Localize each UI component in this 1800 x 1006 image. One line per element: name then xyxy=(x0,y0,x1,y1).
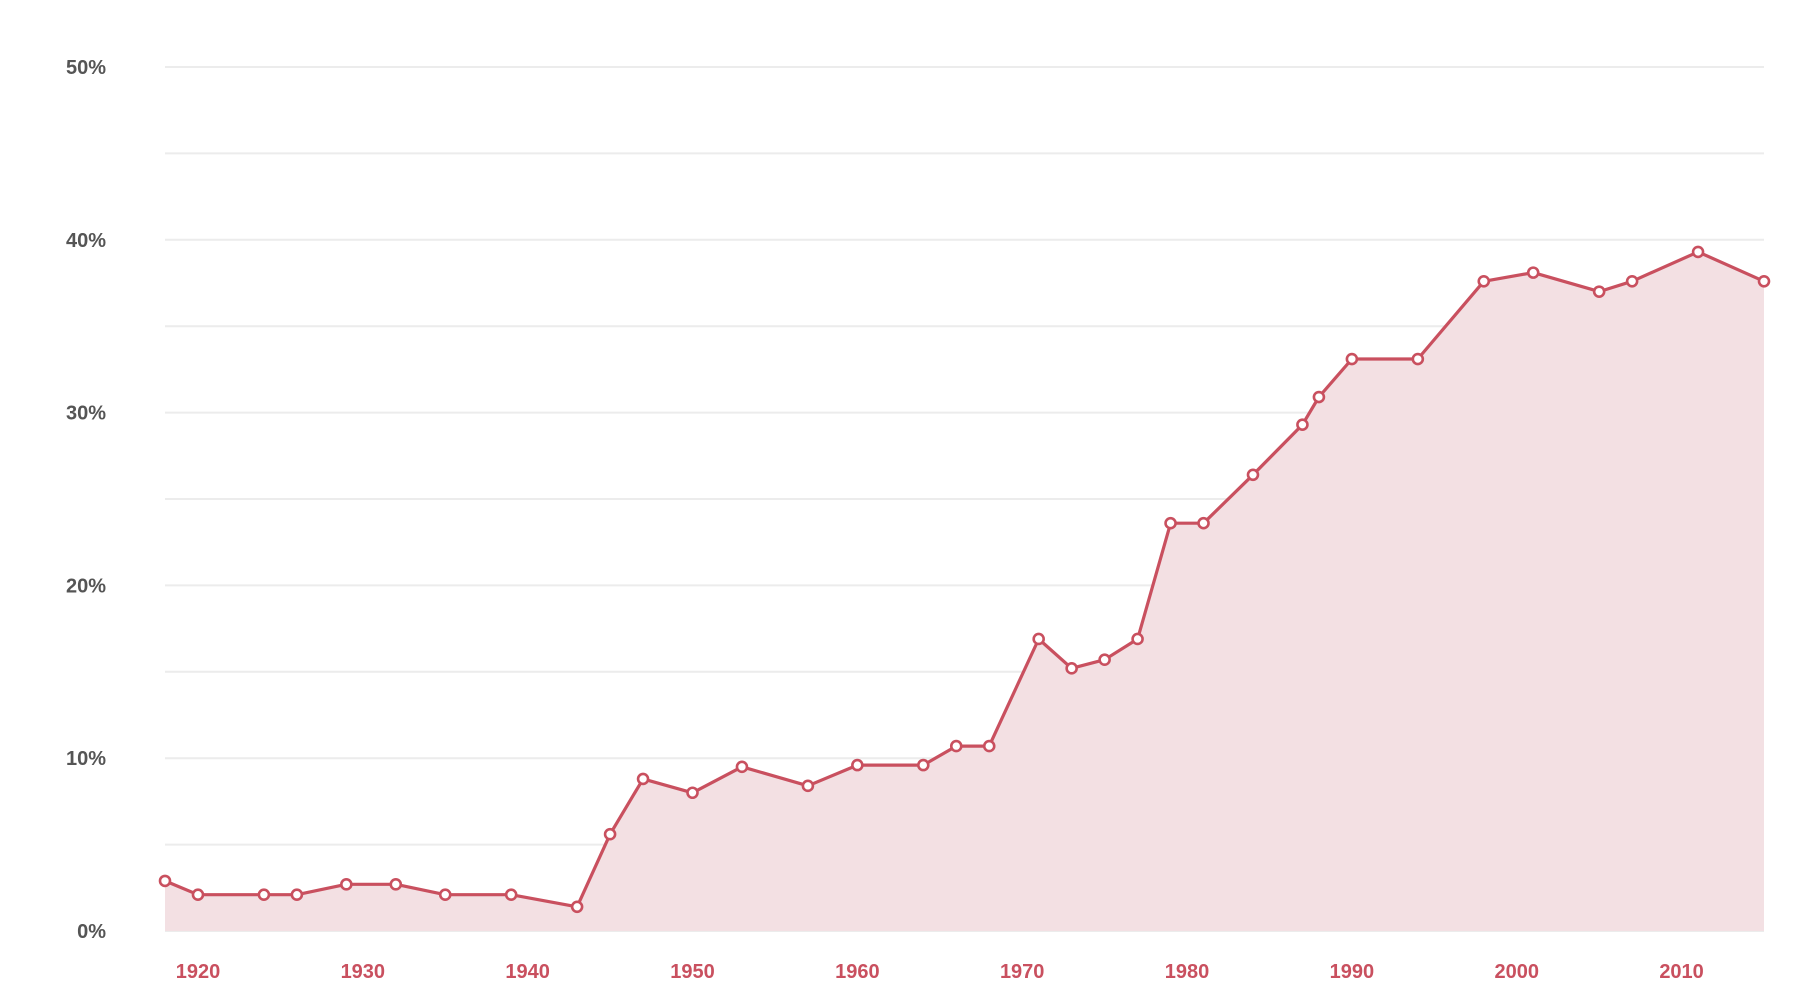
data-point xyxy=(1131,632,1144,646)
x-tick-label: 2010 xyxy=(1659,961,1704,983)
data-point xyxy=(1312,390,1326,404)
data-point xyxy=(1477,274,1491,288)
data-point xyxy=(340,878,353,891)
data-point xyxy=(158,874,172,888)
data-point xyxy=(1345,352,1359,366)
data-point xyxy=(191,888,205,902)
x-tick-label: 2000 xyxy=(1494,961,1539,983)
data-point xyxy=(1164,516,1177,530)
data-point xyxy=(636,772,650,786)
data-point xyxy=(504,888,518,902)
data-point xyxy=(1526,266,1540,279)
data-point xyxy=(1032,632,1045,646)
y-tick-label: 10% xyxy=(66,748,106,770)
y-tick-label: 40% xyxy=(66,230,106,252)
data-point xyxy=(1065,662,1078,675)
y-tick-label: 30% xyxy=(66,403,106,425)
x-tick-label: 1950 xyxy=(670,961,715,983)
data-point xyxy=(801,779,815,793)
data-point xyxy=(686,786,699,800)
x-tick-label: 1940 xyxy=(505,961,550,983)
y-tick-label: 0% xyxy=(77,921,106,943)
data-points xyxy=(158,245,1771,914)
x-axis-tick-labels: 1920 1930 1940 1950 1960 1970 1980 1990 2000 2010 xyxy=(176,961,1704,983)
data-point xyxy=(570,900,584,914)
area-fill-layer xyxy=(165,251,1764,931)
x-tick-label: 1970 xyxy=(1000,961,1045,983)
y-axis-tick-labels: 0% 10% 20% 30% 40% 50% xyxy=(66,57,106,943)
data-point xyxy=(1098,653,1111,667)
data-point xyxy=(603,827,617,841)
data-point xyxy=(389,878,403,891)
data-point xyxy=(982,739,996,753)
x-tick-label: 1980 xyxy=(1165,961,1210,983)
x-tick-label: 1990 xyxy=(1330,961,1375,983)
y-tick-label: 20% xyxy=(66,575,106,597)
x-tick-label: 1960 xyxy=(835,961,880,983)
data-point xyxy=(1757,274,1771,288)
data-point xyxy=(949,739,963,753)
data-point xyxy=(438,888,452,902)
data-point xyxy=(1296,418,1309,431)
data-point xyxy=(916,758,930,772)
data-point xyxy=(290,888,304,902)
data-point xyxy=(1592,285,1606,298)
x-tick-label: 1930 xyxy=(341,961,386,983)
x-tick-label: 1920 xyxy=(176,961,221,983)
data-point xyxy=(1625,274,1639,288)
data-point xyxy=(735,760,749,774)
data-point xyxy=(1691,245,1705,259)
data-point xyxy=(1411,352,1425,366)
series-area xyxy=(165,251,1764,931)
data-point xyxy=(851,758,864,772)
data-point xyxy=(257,888,271,902)
y-tick-label: 50% xyxy=(66,57,106,79)
data-point xyxy=(1197,516,1210,530)
data-point xyxy=(1246,468,1260,482)
